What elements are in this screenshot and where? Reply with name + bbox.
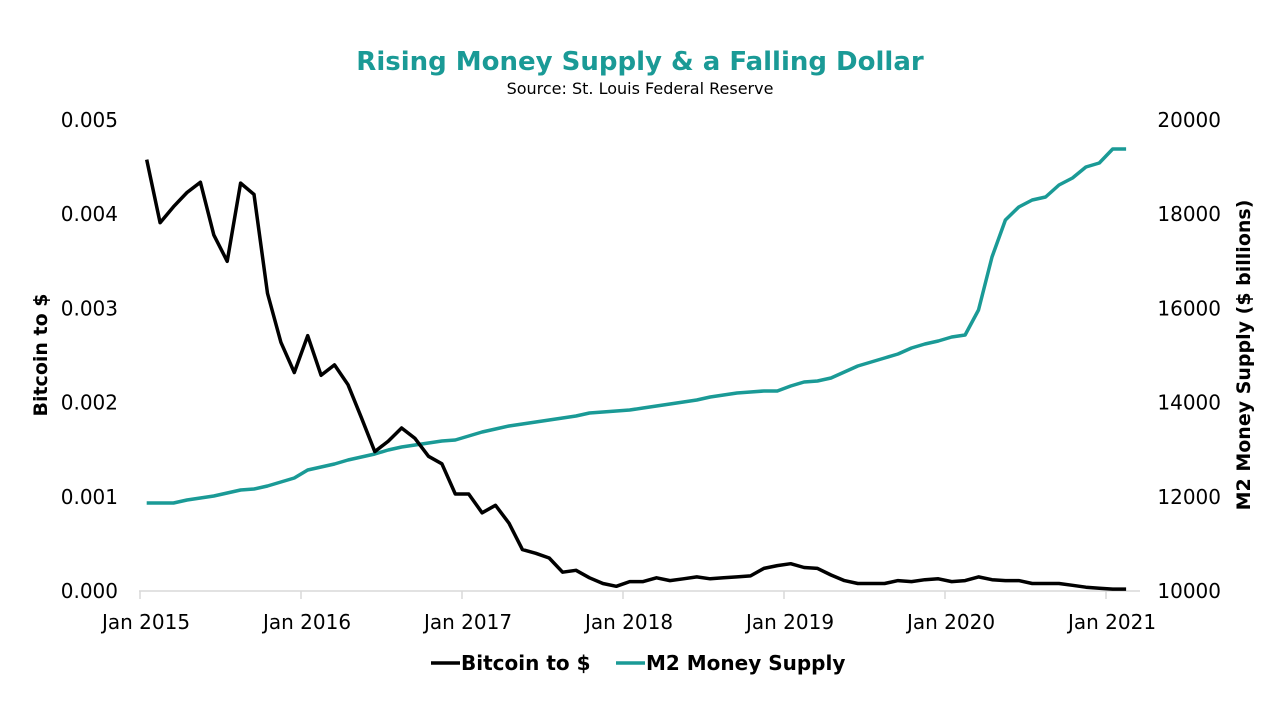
right-tick-label: 16000 — [1157, 296, 1221, 320]
right-tick-label: 18000 — [1157, 202, 1221, 226]
left-tick-label: 0.000 — [61, 579, 118, 603]
right-tick-label: 14000 — [1157, 391, 1221, 415]
right-tick-label: 12000 — [1157, 485, 1221, 509]
series-line-m2 — [146, 147, 1127, 505]
left-axis-ticks: 0.000 0.001 0.002 0.003 0.004 0.005 — [61, 108, 118, 603]
x-tick-label: Jan 2018 — [583, 610, 673, 634]
x-tick-label: Jan 2020 — [905, 610, 995, 634]
x-tick-label: Jan 2016 — [261, 610, 351, 634]
x-tick-label: Jan 2019 — [744, 610, 834, 634]
left-tick-label: 0.003 — [61, 296, 118, 320]
x-tick-label: Jan 2017 — [422, 610, 512, 634]
legend: Bitcoin to $ M2 Money Supply — [431, 651, 845, 675]
left-axis-title: Bitcoin to $ — [30, 293, 52, 416]
legend-label-m2: M2 Money Supply — [646, 651, 845, 675]
x-tick-label: Jan 2021 — [1066, 610, 1156, 634]
left-tick-label: 0.005 — [61, 108, 118, 132]
right-tick-label: 20000 — [1157, 108, 1221, 132]
chart-subtitle: Source: St. Louis Federal Reserve — [507, 79, 774, 98]
x-tick-label: Jan 2015 — [100, 610, 190, 634]
left-tick-label: 0.002 — [61, 391, 118, 415]
right-axis-ticks: 10000 12000 14000 16000 18000 20000 — [1157, 108, 1221, 603]
left-tick-label: 0.001 — [61, 485, 118, 509]
x-axis-ticks: Jan 2015 Jan 2016 Jan 2017 Jan 2018 Jan 2019… — [100, 591, 1156, 634]
left-tick-label: 0.004 — [61, 202, 118, 226]
right-axis-title: M2 Money Supply ($ billions) — [1233, 200, 1255, 511]
chart-title: Rising Money Supply & a Falling Dollar — [356, 47, 924, 77]
series-group — [144, 147, 1127, 591]
right-tick-label: 10000 — [1157, 579, 1221, 603]
series-line-bitcoin — [144, 159, 1127, 591]
legend-label-bitcoin: Bitcoin to $ — [461, 651, 591, 675]
